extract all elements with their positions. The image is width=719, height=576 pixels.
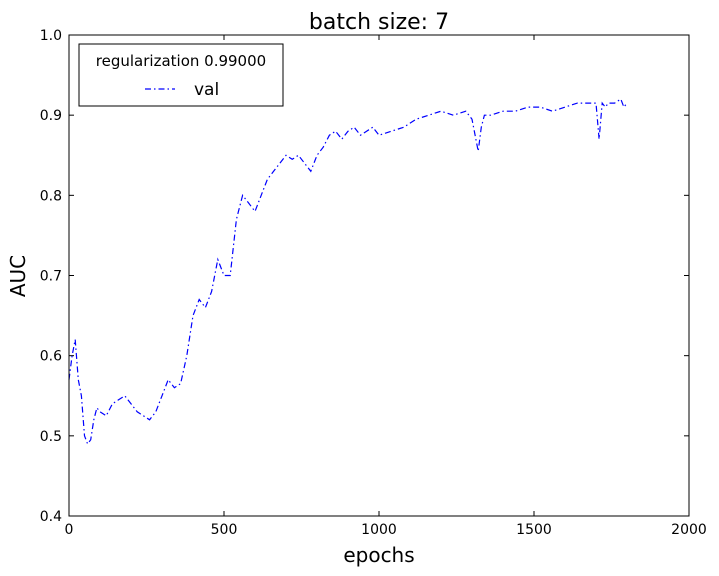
tick-labels: 0 500 1000 1500 2000 0.4 0.5 0.6 0.7 0.8 0.9 1.0: [40, 28, 707, 538]
plot-frame: [68, 34, 690, 517]
x-tick-label: 0: [65, 522, 74, 538]
y-tick-label: 0.4: [40, 509, 62, 525]
y-tick-label: 0.5: [40, 429, 62, 445]
x-tick-label: 500: [211, 522, 238, 538]
plot-background: [69, 35, 689, 516]
y-tick-label: 0.8: [40, 188, 62, 204]
y-tick-label: 0.9: [40, 108, 62, 124]
x-tick-label: 2000: [671, 522, 707, 538]
y-tick-label: 1.0: [40, 28, 62, 44]
legend-title: regularization 0.99000: [96, 52, 266, 70]
y-tick-label: 0.6: [40, 349, 62, 365]
legend-label-val: val: [194, 80, 219, 100]
y-axis-label: AUC: [6, 255, 30, 297]
x-tick-label: 1000: [361, 522, 397, 538]
x-axis-label: epochs: [343, 543, 414, 567]
chart-title: batch size: 7: [309, 10, 449, 35]
legend: regularization 0.99000 val: [78, 43, 284, 107]
legend-box: [78, 43, 284, 107]
y-tick-label: 0.7: [40, 269, 62, 285]
x-tick-label: 1500: [516, 522, 552, 538]
